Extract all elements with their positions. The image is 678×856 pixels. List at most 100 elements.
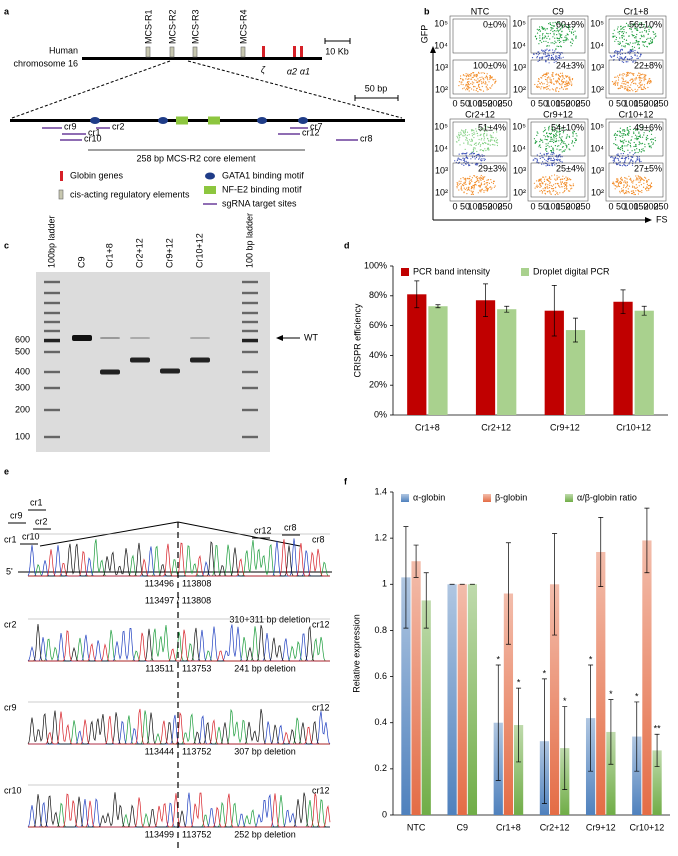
flow-event: [648, 189, 650, 191]
flow-event: [612, 33, 614, 35]
flow-event: [651, 40, 654, 42]
flow-event: [556, 21, 559, 23]
bar: [642, 540, 652, 815]
flow-event: [628, 175, 630, 177]
flow-event: [558, 130, 561, 133]
chromatogram-trace: [28, 792, 330, 828]
flow-event: [565, 39, 568, 41]
sgrna-label: cr2: [35, 516, 48, 526]
flow-event: [469, 144, 471, 146]
flow-event: [639, 72, 641, 74]
flow-event: [550, 132, 553, 134]
legend-label: β-globin: [495, 492, 527, 502]
flow-event: [643, 186, 645, 188]
flow-event: [638, 132, 640, 134]
position-label: 113497 / 113808: [145, 595, 211, 605]
flow-event: [619, 87, 621, 89]
flow-event: [544, 129, 547, 131]
flow-event: [468, 86, 470, 88]
flow-event: [555, 87, 558, 89]
flow-event: [539, 56, 541, 59]
flow-event: [635, 60, 637, 62]
flow-event: [626, 181, 628, 183]
error-bar: [504, 305, 510, 313]
flow-event: [625, 177, 627, 179]
flow-event: [611, 56, 613, 58]
flow-event: [496, 140, 498, 142]
flow-event: [617, 54, 619, 56]
flow-event: [625, 156, 627, 158]
ladder-band: [242, 350, 258, 354]
flow-event: [558, 79, 561, 81]
lane-label: 100 bp ladder: [244, 213, 254, 268]
flow-event: [553, 61, 555, 63]
legend-label: sgRNA target sites: [222, 198, 297, 208]
flow-event: [478, 138, 480, 141]
flow-event: [641, 22, 643, 24]
flow-event: [642, 150, 644, 152]
flow-event: [636, 178, 638, 180]
flow-event: [478, 181, 480, 183]
flow-event: [542, 56, 544, 58]
flow-event: [567, 177, 569, 179]
flow-event: [639, 26, 641, 28]
flow-event: [616, 154, 618, 156]
flow-event: [551, 164, 553, 166]
flow-event: [640, 53, 642, 55]
flow-event: [620, 141, 623, 143]
flow-event: [643, 150, 645, 152]
flow-event: [465, 178, 467, 180]
flow-event: [627, 25, 629, 27]
flow-event: [469, 179, 471, 181]
y-tick-label: 10⁵: [512, 18, 526, 28]
flow-event: [470, 188, 472, 190]
arrow-head: [430, 46, 436, 53]
flow-event: [558, 125, 560, 128]
flow-event: [622, 41, 624, 43]
flow-event: [462, 152, 464, 154]
flow-event: [541, 26, 544, 28]
flow-event: [495, 80, 497, 82]
flow-event: [569, 76, 571, 78]
flow-event: [567, 179, 569, 181]
gel-band: [160, 368, 180, 374]
flow-event: [465, 78, 467, 80]
flow-event: [563, 130, 565, 133]
flow-event: [536, 186, 539, 188]
flow-event: [618, 33, 621, 35]
flow-event: [483, 137, 486, 139]
flow-event: [644, 88, 647, 90]
flow-event: [624, 161, 626, 163]
flow-event: [488, 182, 490, 184]
flow-event: [544, 29, 546, 31]
flow-event: [477, 163, 479, 165]
flow-event: [552, 72, 554, 74]
flow-event: [458, 183, 461, 185]
flow-event: [635, 83, 637, 85]
x-tick-label: 0: [530, 98, 535, 108]
flow-event: [635, 190, 637, 192]
flow-event: [544, 158, 546, 160]
flow-event: [565, 81, 567, 83]
flow-event: [647, 33, 649, 35]
trace-label: cr12: [312, 619, 330, 629]
flow-event: [635, 76, 637, 79]
flow-event: [638, 24, 640, 26]
flow-event: [616, 163, 618, 165]
error-bar: [588, 664, 594, 772]
flow-event: [551, 138, 553, 140]
flow-event: [491, 139, 493, 141]
flow-event: [613, 158, 615, 160]
flow-event: [563, 39, 565, 42]
flow-event: [562, 82, 565, 84]
flow-event: [533, 53, 535, 55]
flow-event: [465, 180, 467, 182]
flow-event: [621, 134, 623, 136]
flow-event: [621, 36, 623, 38]
flow-event: [616, 181, 619, 183]
flow-event: [492, 84, 494, 86]
flow-event: [483, 150, 485, 152]
flow-event: [632, 191, 635, 193]
flow-event: [565, 37, 567, 39]
flow-event: [632, 48, 634, 50]
